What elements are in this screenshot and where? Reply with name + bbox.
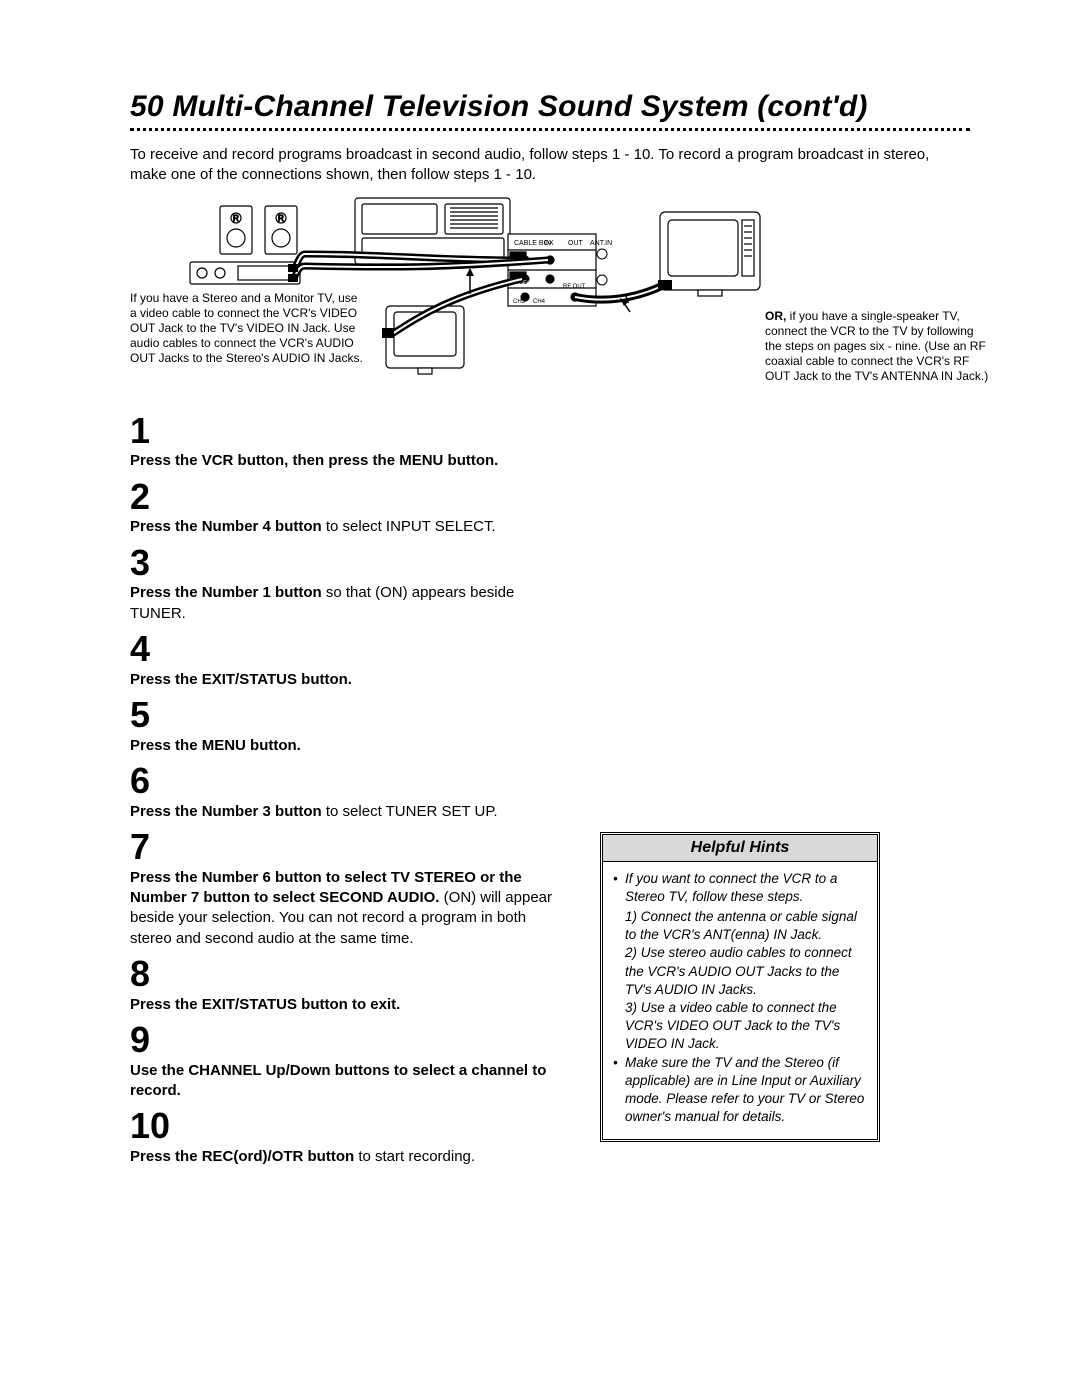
step-bold: Press the VCR button, then press the MEN…	[130, 452, 498, 469]
step-text: Press the EXIT/STATUS button to exit.	[130, 995, 570, 1015]
title-text: Multi-Channel Television Sound System (c…	[172, 90, 867, 123]
steps-column: 1 Press the VCR button, then press the ME…	[130, 412, 570, 1174]
step-bold: Press the REC(ord)/OTR button	[130, 1148, 354, 1165]
step-bold: Use the CHANNEL Up/Down buttons to selec…	[130, 1062, 546, 1099]
step-text: Press the Number 3 button to select TUNE…	[130, 802, 570, 822]
hints-sub: 3) Use a video cable to connect the VCR'…	[613, 999, 867, 1054]
step-number: 3	[130, 544, 570, 582]
step-text: Press the REC(ord)/OTR button to start r…	[130, 1147, 570, 1167]
step-3: 3Press the Number 1 button so that (ON) …	[130, 544, 570, 624]
step-number: 5	[130, 696, 570, 734]
step-5: 5 Press the MENU button.	[130, 696, 570, 756]
intro-paragraph: To receive and record programs broadcast…	[130, 145, 970, 186]
step-rest: to start recording.	[354, 1148, 475, 1165]
step-text: Press the Number 4 button to select INPU…	[130, 517, 570, 537]
step-text: Press the MENU button.	[130, 736, 570, 756]
step-text: Press the VCR button, then press the MEN…	[130, 451, 570, 471]
step-number: 8	[130, 955, 570, 993]
step-6: 6Press the Number 3 button to select TUN…	[130, 762, 570, 822]
connection-diagram: CABLE BOX IN OUT AUDIO VIDEO CH3 CH4 RF …	[130, 196, 970, 406]
step-2: 2Press the Number 4 button to select INP…	[130, 478, 570, 538]
step-bold: Press the Number 3 button	[130, 803, 322, 820]
hints-sub: 1) Connect the antenna or cable signal t…	[613, 908, 867, 944]
step-text: Press the Number 6 button to select TV S…	[130, 868, 570, 949]
step-1: 1 Press the VCR button, then press the ME…	[130, 412, 570, 472]
label-ch4: CH4	[533, 299, 546, 305]
step-bold: Press the Number 1 button	[130, 584, 322, 601]
svg-text:R: R	[233, 214, 239, 223]
diagram-caption-left: If you have a Stereo and a Monitor TV, u…	[130, 291, 365, 366]
step-number: 2	[130, 478, 570, 516]
step-10: 10Press the REC(ord)/OTR button to start…	[130, 1107, 570, 1167]
page-number: 50	[130, 90, 164, 123]
step-number: 10	[130, 1107, 570, 1145]
label-ant-in: ANT.IN	[590, 240, 612, 247]
step-number: 7	[130, 828, 570, 866]
label-rf-out: RF OUT	[563, 284, 586, 290]
step-number: 6	[130, 762, 570, 800]
svg-text:R: R	[278, 214, 284, 223]
step-9: 9Use the CHANNEL Up/Down buttons to sele…	[130, 1021, 570, 1101]
step-text: Press the EXIT/STATUS button.	[130, 670, 570, 690]
step-rest: to select TUNER SET UP.	[322, 803, 498, 820]
hints-body: If you want to connect the VCR to a Ster…	[603, 862, 877, 1139]
label-out: OUT	[568, 240, 584, 247]
lower-row: 1 Press the VCR button, then press the ME…	[130, 412, 970, 1174]
step-7: 7Press the Number 6 button to select TV …	[130, 828, 570, 949]
hints-bullet: If you want to connect the VCR to a Ster…	[613, 870, 867, 906]
hints-bullet: Make sure the TV and the Stereo (if appl…	[613, 1054, 867, 1127]
step-4: 4 Press the EXIT/STATUS button.	[130, 630, 570, 690]
diagram-caption-right: OR, if you have a single-speaker TV, con…	[765, 309, 990, 384]
step-bold: Press the Number 4 button	[130, 518, 322, 535]
hints-sub: 2) Use stereo audio cables to connect th…	[613, 944, 867, 999]
step-text: Press the Number 1 button so that (ON) a…	[130, 583, 570, 624]
caption-right-rest: if you have a single-speaker TV, connect…	[765, 309, 988, 383]
step-bold: Press the MENU button.	[130, 737, 301, 754]
step-number: 4	[130, 630, 570, 668]
step-bold: Press the EXIT/STATUS button.	[130, 671, 352, 688]
label-ch3: CH3	[513, 299, 526, 305]
dotted-rule	[130, 128, 970, 131]
step-8: 8 Press the EXIT/STATUS button to exit.	[130, 955, 570, 1015]
step-number: 9	[130, 1021, 570, 1059]
page-title: 50 Multi-Channel Television Sound System…	[130, 90, 970, 124]
step-bold: Press the EXIT/STATUS button to exit.	[130, 996, 400, 1013]
hints-header: Helpful Hints	[603, 835, 877, 862]
step-number: 1	[130, 412, 570, 450]
caption-right-bold: OR,	[765, 309, 786, 323]
helpful-hints-box: Helpful Hints If you want to connect the …	[600, 832, 880, 1142]
step-rest: to select INPUT SELECT.	[322, 518, 496, 535]
step-text: Use the CHANNEL Up/Down buttons to selec…	[130, 1061, 570, 1102]
label-in: IN	[544, 240, 551, 247]
